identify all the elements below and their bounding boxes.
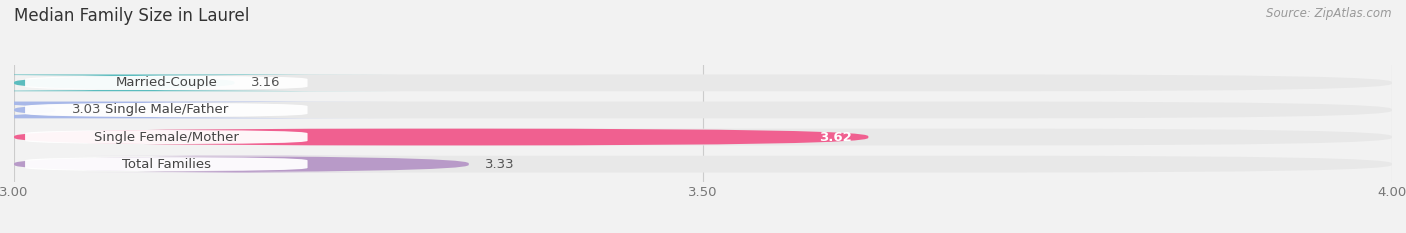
Text: Married-Couple: Married-Couple [115, 76, 218, 89]
Text: Source: ZipAtlas.com: Source: ZipAtlas.com [1267, 7, 1392, 20]
Text: 3.62: 3.62 [820, 130, 852, 144]
FancyBboxPatch shape [14, 129, 1392, 145]
Text: Single Female/Mother: Single Female/Mother [94, 130, 239, 144]
FancyBboxPatch shape [14, 102, 1392, 118]
FancyBboxPatch shape [14, 156, 468, 172]
FancyBboxPatch shape [25, 130, 308, 144]
Text: 3.03: 3.03 [72, 103, 101, 116]
FancyBboxPatch shape [25, 157, 308, 171]
FancyBboxPatch shape [25, 76, 308, 90]
FancyBboxPatch shape [14, 75, 1392, 91]
FancyBboxPatch shape [25, 103, 308, 117]
FancyBboxPatch shape [0, 102, 399, 118]
Text: Median Family Size in Laurel: Median Family Size in Laurel [14, 7, 249, 25]
Text: 3.33: 3.33 [485, 158, 515, 171]
FancyBboxPatch shape [0, 75, 399, 91]
Text: 3.16: 3.16 [252, 76, 281, 89]
FancyBboxPatch shape [14, 156, 1392, 172]
FancyBboxPatch shape [14, 129, 869, 145]
Text: Total Families: Total Families [122, 158, 211, 171]
Text: Single Male/Father: Single Male/Father [104, 103, 228, 116]
